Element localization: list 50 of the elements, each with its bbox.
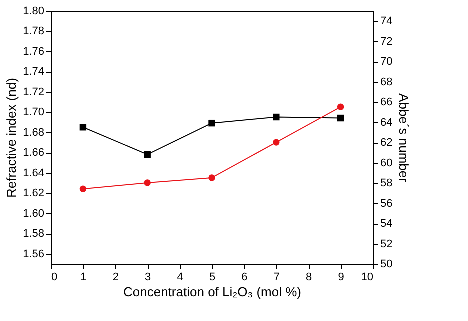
y-tick-label: 1.58 [23, 228, 44, 240]
y2-tick-label: 58 [380, 178, 393, 190]
x-tick-label: 4 [177, 272, 184, 284]
point [273, 139, 280, 146]
y2-tick-label: 60 [380, 157, 393, 170]
x-tick-label: 1 [80, 272, 87, 284]
y2-tick-label: 68 [380, 76, 393, 88]
y2-tick-label: 54 [380, 218, 393, 230]
y-tick-label: 1.60 [23, 208, 44, 220]
x-tick-label: 7 [274, 272, 280, 284]
x-tick-label: 8 [306, 272, 312, 284]
y2-tick-label: 50 [380, 258, 393, 270]
y2-tick-label: 52 [380, 238, 393, 250]
y-tick-label: 1.56 [23, 248, 44, 260]
point [144, 151, 151, 158]
y2-tick-label: 62 [380, 137, 393, 150]
y2-tick-label: 64 [380, 116, 393, 129]
point [337, 114, 344, 122]
point [273, 114, 280, 121]
x-tick-label: 2 [112, 272, 119, 284]
y-tick-label: 1.70 [23, 106, 44, 119]
y-tick-label: 1.80 [23, 6, 44, 18]
y2-tick-label: 66 [380, 96, 393, 109]
y2-tick-label: 70 [380, 56, 393, 68]
y-tick-label: 1.78 [23, 26, 44, 38]
x-axis-title: Concentration of Li₂O₃ (mol %) [124, 284, 302, 300]
point [144, 180, 151, 186]
y-tick-label: 1.74 [23, 66, 44, 78]
point [80, 186, 87, 192]
y2-axis-title: Abbe´s number [396, 94, 412, 184]
x-tick-label: 9 [338, 272, 344, 284]
point [208, 174, 216, 182]
x-tick-label: 5 [209, 272, 216, 284]
x-tick-label: 3 [145, 272, 152, 284]
y-tick-label: 1.68 [23, 126, 44, 139]
point [337, 104, 344, 110]
y2-tick-label: 72 [380, 36, 393, 48]
point [208, 120, 216, 127]
y-tick-label: 1.72 [23, 86, 44, 98]
y-tick-label: 1.76 [23, 46, 44, 58]
y2-tick-label: 74 [380, 16, 393, 28]
y-tick-label: 1.66 [23, 147, 44, 160]
y2-tick-label: 56 [380, 198, 393, 210]
x-tick-label: 6 [242, 272, 248, 284]
y-tick-label: 1.64 [23, 167, 44, 180]
x-tick-label: 10 [361, 272, 374, 284]
y-axis-title: Refractive index (nd) [4, 78, 20, 198]
y-tick-label: 1.62 [23, 188, 44, 200]
x-tick-label: 0 [52, 272, 58, 284]
point [80, 124, 87, 131]
